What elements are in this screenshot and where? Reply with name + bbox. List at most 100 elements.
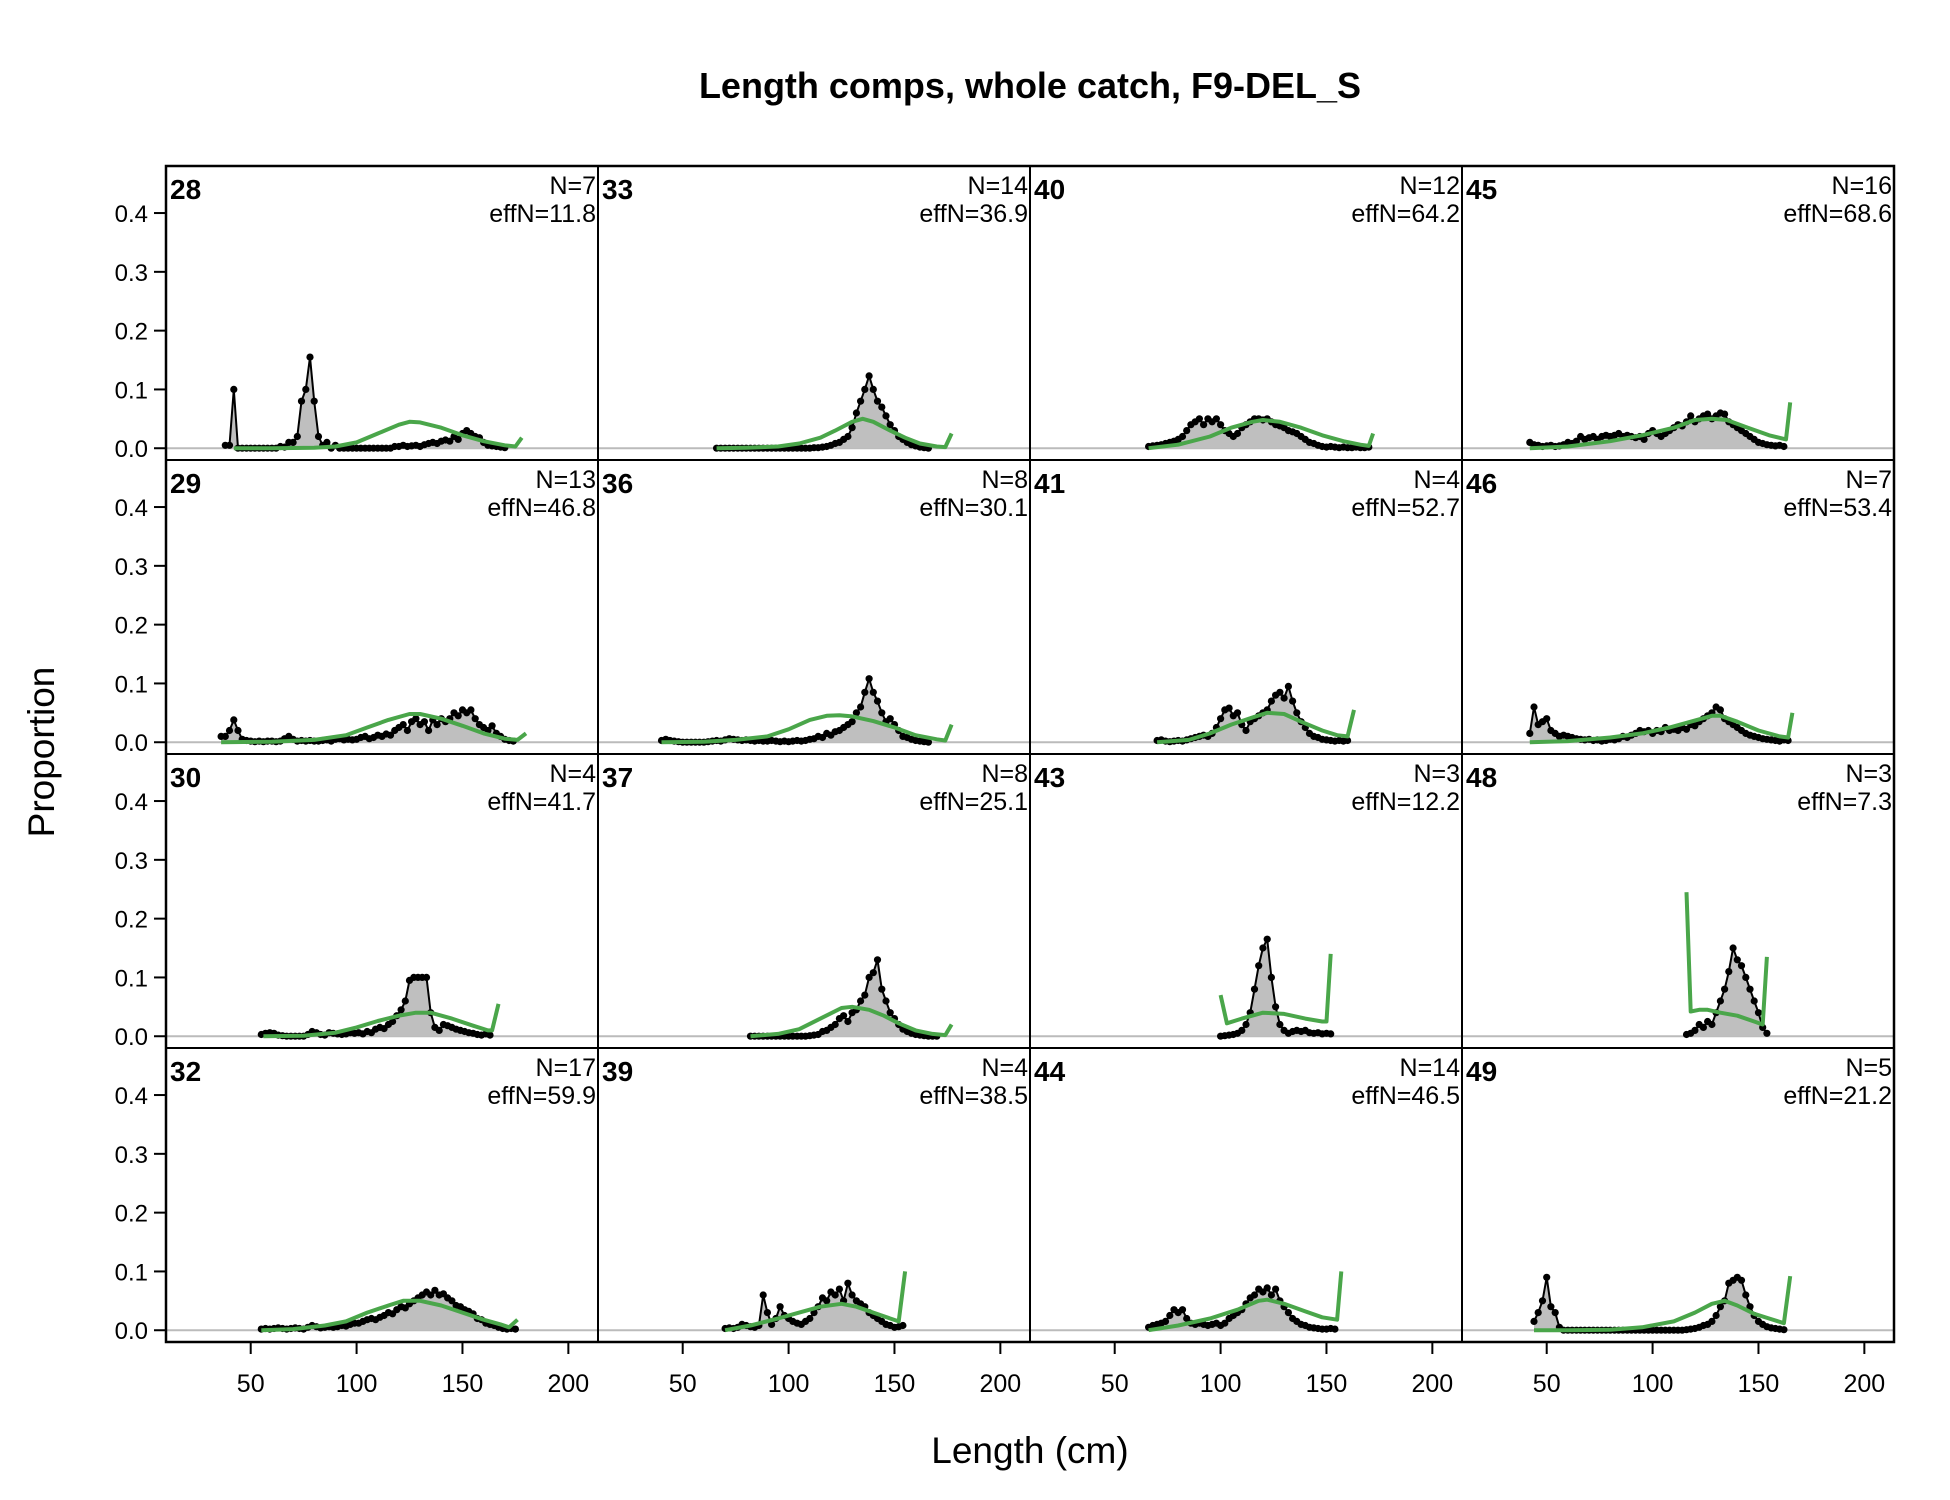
observed-point [1233, 709, 1242, 717]
panel-n-label: N=14 [968, 172, 1029, 200]
observed-point [924, 738, 933, 746]
observed-point [886, 421, 894, 429]
observed-point [1267, 973, 1275, 982]
observed-point [225, 726, 234, 735]
observed-point [1530, 703, 1538, 711]
observed-point [230, 385, 238, 393]
panel-year-label: 30 [170, 762, 201, 793]
panel-effn-label: effN=36.9 [919, 200, 1028, 228]
observed-area [261, 1290, 516, 1331]
y-tick-label: 0.4 [115, 495, 148, 522]
y-tick-label: 0.3 [115, 554, 148, 581]
x-tick-label: 100 [1632, 1370, 1674, 1398]
observed-point [776, 1303, 784, 1311]
observed-point [840, 1012, 848, 1020]
observed-point [1763, 1029, 1771, 1037]
observed-point [1716, 1303, 1724, 1311]
observed-point [1178, 432, 1187, 441]
observed-point [1737, 962, 1746, 970]
observed-point [1725, 968, 1733, 976]
observed-point [1547, 1303, 1555, 1311]
observed-point [852, 709, 861, 717]
observed-point [1178, 1306, 1187, 1314]
observed-area [1157, 686, 1348, 743]
x-axis-label: Length (cm) [931, 1430, 1128, 1471]
observed-point [454, 435, 462, 443]
observed-point [844, 432, 852, 441]
x-tick-label: 100 [1200, 1370, 1242, 1398]
observed-point [1572, 437, 1580, 445]
observed-point [1183, 427, 1191, 435]
observed-point [831, 1020, 839, 1029]
observed-point [435, 1026, 443, 1034]
observed-area [221, 709, 514, 743]
y-tick-label: 0.4 [115, 1083, 148, 1110]
observed-point [848, 718, 856, 726]
observed-point [1267, 1291, 1275, 1299]
observed-point [1327, 1030, 1335, 1038]
panel-effn-label: effN=12.2 [1351, 788, 1460, 816]
observed-point [293, 432, 301, 441]
y-tick-label: 0.1 [115, 377, 148, 404]
panel-n-label: N=7 [1845, 466, 1892, 494]
panel-effn-label: effN=7.3 [1797, 788, 1892, 816]
observed-point [882, 997, 890, 1005]
observed-area [1534, 1277, 1784, 1331]
observed-point [323, 438, 331, 446]
observed-point [1225, 704, 1233, 712]
observed-point [1737, 1276, 1746, 1284]
panel-year-label: 36 [602, 468, 633, 499]
panel-n-label: N=3 [1845, 760, 1892, 788]
observed-point [831, 1291, 839, 1299]
observed-point [1543, 715, 1551, 723]
observed-point [1704, 410, 1712, 418]
panel-n-label: N=7 [549, 172, 596, 200]
y-tick-label: 0.2 [115, 1201, 148, 1228]
observed-point [873, 956, 882, 964]
panel-n-label: N=8 [981, 760, 1028, 788]
expected-line [724, 1271, 908, 1333]
observed-point [1526, 729, 1534, 738]
y-tick-label: 0.2 [115, 613, 148, 640]
observed-point [412, 715, 420, 723]
observed-point [835, 1285, 844, 1293]
observed-point [869, 688, 877, 696]
observed-point [1221, 1319, 1229, 1327]
y-tick-label: 0.2 [115, 907, 148, 934]
observed-point [399, 721, 407, 729]
observed-point [1708, 1020, 1716, 1029]
panel-n-label: N=5 [1845, 1054, 1892, 1082]
observed-point [225, 441, 234, 449]
expected-line [233, 419, 524, 451]
observed-point [1746, 985, 1754, 993]
observed-point [1729, 944, 1737, 952]
observed-point [857, 703, 865, 711]
panel-effn-label: effN=59.9 [487, 1082, 596, 1110]
panel-effn-label: effN=11.8 [489, 200, 596, 228]
panel-year-label: 28 [170, 174, 201, 205]
expected-line [221, 712, 528, 745]
panel-year-label: 49 [1466, 1056, 1497, 1087]
observed-point [427, 1291, 435, 1299]
observed-point [873, 397, 882, 405]
observed-point [1238, 1026, 1246, 1034]
panel-n-label: N=4 [549, 760, 596, 788]
y-tick-label: 0.2 [115, 319, 148, 346]
panel-year-label: 40 [1034, 174, 1065, 205]
observed-point [397, 1006, 405, 1014]
panel-year-label: 44 [1034, 1056, 1066, 1087]
observed-point [865, 372, 873, 380]
x-tick-label: 150 [442, 1370, 484, 1398]
observed-point [1293, 709, 1301, 717]
observed-point [844, 1017, 852, 1026]
